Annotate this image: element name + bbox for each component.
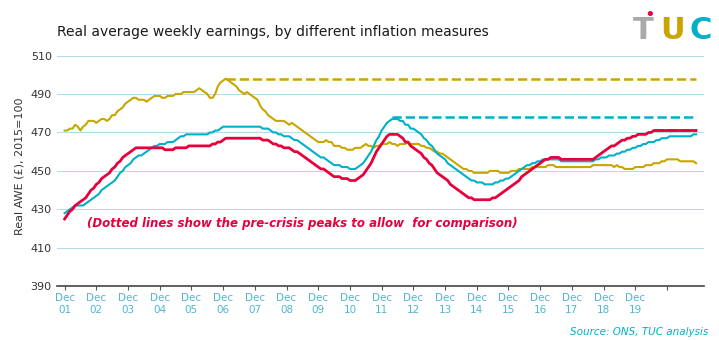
Text: Source: ONS, TUC analysis: Source: ONS, TUC analysis [570,327,708,337]
Text: T: T [633,16,654,45]
Text: •: • [644,6,654,24]
Text: C: C [690,16,713,45]
Text: U: U [660,16,684,45]
Text: (Dotted lines show the pre-crisis peaks to allow  for comparison): (Dotted lines show the pre-crisis peaks … [87,217,518,230]
Text: Real average weekly earnings, by different inflation measures: Real average weekly earnings, by differe… [57,25,488,39]
Y-axis label: Real AWE (£), 2015=100: Real AWE (£), 2015=100 [15,97,25,235]
